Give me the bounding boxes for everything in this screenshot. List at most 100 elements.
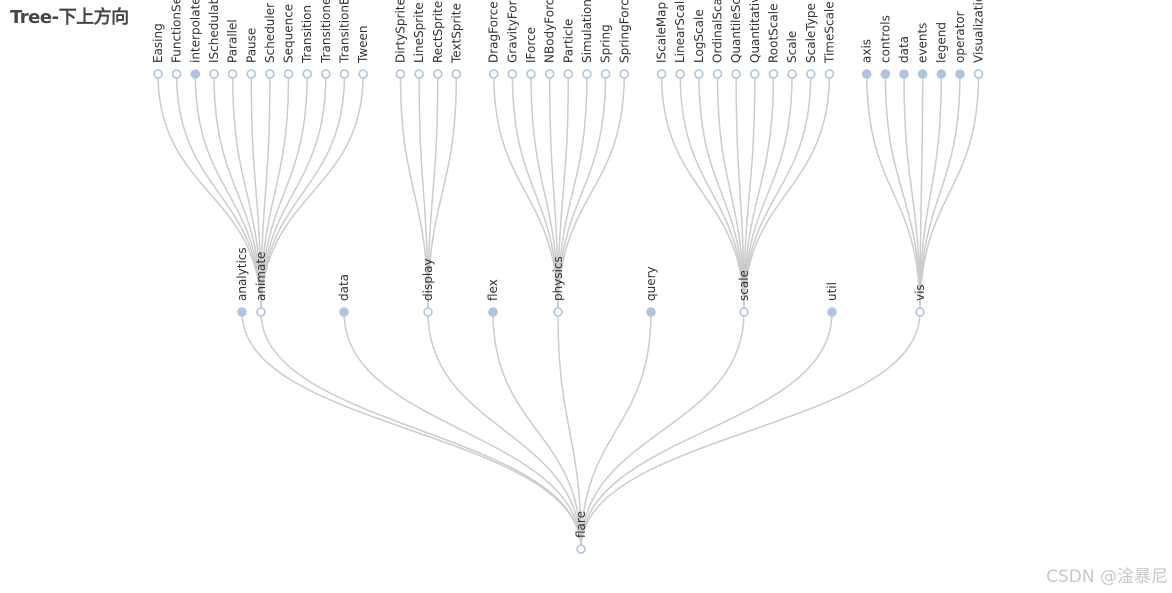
node-marker[interactable] (563, 69, 574, 79)
node-marker[interactable] (451, 69, 462, 79)
tree-node-animate-Parallel[interactable]: Parallel (226, 19, 240, 79)
tree-node-animate-ISchedulable[interactable]: ISchedulable (207, 0, 221, 79)
node-marker[interactable] (576, 544, 586, 554)
tree-node-scale-OrdinalScale[interactable]: OrdinalScale (711, 0, 725, 79)
tree-node-data[interactable]: data (337, 274, 351, 317)
tree-node-scale-Scale[interactable]: Scale (785, 31, 799, 79)
node-marker[interactable] (824, 69, 835, 79)
node-marker[interactable] (488, 307, 498, 317)
node-marker[interactable] (153, 69, 163, 79)
node-marker[interactable] (827, 307, 837, 317)
tree-node-animate-Transitioner[interactable]: Transitioner (319, 0, 333, 79)
tree-node-physics-DragForce[interactable]: DragForce (487, 1, 501, 79)
node-marker[interactable] (190, 69, 201, 79)
tree-node-animate-FunctionSequence[interactable]: FunctionSequence (170, 0, 184, 79)
tree-node-animate-Scheduler[interactable]: Scheduler (263, 3, 277, 79)
tree-node-scale-QuantitativeScale[interactable]: QuantitativeScale (748, 0, 762, 79)
tree-node-display[interactable]: display (421, 258, 435, 317)
node-marker[interactable] (880, 69, 891, 79)
tree-node-animate-Pause[interactable]: Pause (244, 28, 258, 79)
node-marker[interactable] (749, 69, 760, 79)
tree-node-animate-Easing[interactable]: Easing (151, 23, 165, 79)
node-marker[interactable] (917, 69, 928, 79)
tree-node-util[interactable]: util (825, 282, 839, 317)
tree-node-analytics[interactable]: analytics (235, 247, 249, 317)
tree-node-animate-TransitionEvent[interactable]: TransitionEvent (338, 0, 352, 79)
node-marker[interactable] (283, 69, 294, 79)
node-marker[interactable] (423, 307, 433, 317)
node-marker[interactable] (227, 69, 238, 79)
node-marker[interactable] (619, 69, 630, 79)
tree-node-display-DirtySprite[interactable]: DirtySprite (393, 0, 407, 79)
node-marker[interactable] (787, 69, 797, 79)
node-marker[interactable] (955, 69, 965, 79)
node-marker[interactable] (256, 307, 266, 317)
node-marker[interactable] (209, 69, 219, 79)
node-marker[interactable] (582, 69, 592, 79)
tree-node-physics[interactable]: physics (551, 256, 565, 317)
tree-node-scale-IScaleMap[interactable]: IScaleMap (655, 2, 669, 79)
tree-node-physics-IForce[interactable]: IForce (524, 27, 538, 79)
tree-node-animate-Transition[interactable]: Transition (300, 5, 314, 79)
node-marker[interactable] (739, 307, 749, 317)
tree-node-scale-LinearScale[interactable]: LinearScale (673, 0, 687, 79)
tree-node-vis-controls[interactable]: controls (878, 15, 892, 79)
tree-node-flare[interactable]: flare (574, 511, 588, 554)
tree-node-physics-NBodyForce[interactable]: NBodyForce (543, 0, 557, 79)
node-marker[interactable] (675, 69, 686, 79)
node-marker[interactable] (321, 69, 331, 79)
node-marker[interactable] (395, 69, 406, 79)
tree-node-scale[interactable]: scale (737, 270, 751, 317)
tree-node-physics-Simulation[interactable]: Simulation (580, 0, 594, 79)
node-marker[interactable] (339, 69, 350, 79)
node-marker[interactable] (805, 69, 816, 79)
tree-node-scale-RootScale[interactable]: RootScale (766, 4, 780, 79)
node-marker[interactable] (488, 69, 499, 79)
tree-node-animate-interpolate[interactable]: interpolate (188, 0, 202, 79)
tree-node-flex[interactable]: flex (486, 279, 500, 317)
node-marker[interactable] (246, 69, 257, 79)
tree-node-physics-Particle[interactable]: Particle (561, 19, 575, 79)
tree-node-vis-data[interactable]: data (897, 36, 911, 79)
tree-node-animate-Tween[interactable]: Tween (356, 25, 370, 79)
tree-node-scale-QuantileScale[interactable]: QuantileScale (729, 0, 743, 79)
node-marker[interactable] (731, 69, 741, 79)
tree-node-scale-ScaleType[interactable]: ScaleType (804, 3, 818, 79)
node-marker[interactable] (646, 307, 656, 317)
node-marker[interactable] (861, 69, 872, 79)
tree-node-vis-events[interactable]: events (916, 23, 930, 79)
tree-node-physics-GravityForce[interactable]: GravityForce (505, 0, 519, 79)
tree-node-vis-operator[interactable]: operator (953, 11, 967, 79)
node-marker[interactable] (899, 69, 909, 79)
node-marker[interactable] (265, 69, 275, 79)
tree-node-display-LineSprite[interactable]: LineSprite (412, 2, 426, 79)
tree-node-scale-LogScale[interactable]: LogScale (692, 9, 706, 79)
tree-node-query[interactable]: query (644, 266, 658, 317)
node-marker[interactable] (553, 307, 563, 317)
node-marker[interactable] (432, 69, 443, 79)
node-marker[interactable] (768, 69, 779, 79)
tree-node-display-RectSprite[interactable]: RectSprite (431, 1, 445, 79)
tree-node-physics-Spring[interactable]: Spring (599, 24, 613, 79)
tree-node-physics-SpringForce[interactable]: SpringForce (617, 0, 631, 79)
node-marker[interactable] (526, 69, 536, 79)
node-marker[interactable] (712, 69, 723, 79)
node-marker[interactable] (358, 69, 368, 79)
tree-node-animate[interactable]: animate (254, 252, 268, 317)
node-marker[interactable] (339, 307, 349, 317)
node-marker[interactable] (694, 69, 704, 79)
node-marker[interactable] (936, 69, 947, 79)
tree-node-animate-Sequence[interactable]: Sequence (282, 4, 296, 79)
node-marker[interactable] (414, 69, 424, 79)
node-marker[interactable] (302, 69, 313, 79)
tree-node-display-TextSprite[interactable]: TextSprite (449, 3, 463, 79)
tree-node-vis-Visualization[interactable]: Visualization (972, 0, 986, 79)
tree-node-vis[interactable]: vis (913, 284, 927, 317)
node-marker[interactable] (171, 69, 182, 79)
node-marker[interactable] (237, 307, 247, 317)
tree-node-vis-legend[interactable]: legend (934, 22, 948, 79)
tree-node-vis-axis[interactable]: axis (860, 39, 874, 79)
node-marker[interactable] (973, 69, 984, 79)
node-marker[interactable] (600, 69, 611, 79)
node-marker[interactable] (915, 307, 925, 317)
